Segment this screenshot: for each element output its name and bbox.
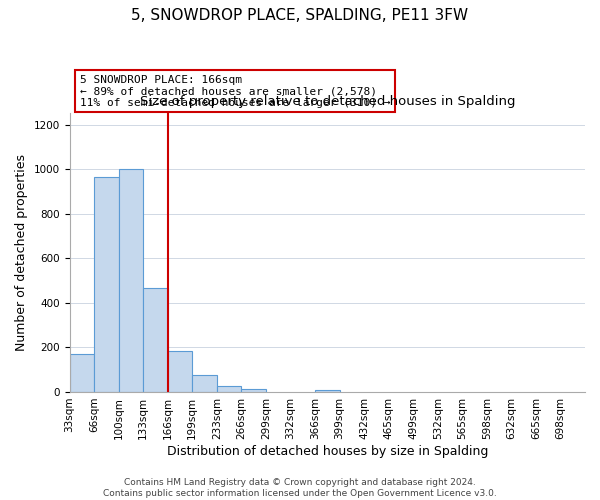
Y-axis label: Number of detached properties: Number of detached properties bbox=[15, 154, 28, 351]
Bar bbox=[143, 288, 168, 392]
Bar bbox=[217, 386, 241, 392]
Bar bbox=[119, 169, 143, 392]
Bar bbox=[70, 354, 94, 392]
X-axis label: Distribution of detached houses by size in Spalding: Distribution of detached houses by size … bbox=[167, 444, 488, 458]
Text: Contains HM Land Registry data © Crown copyright and database right 2024.
Contai: Contains HM Land Registry data © Crown c… bbox=[103, 478, 497, 498]
Text: 5, SNOWDROP PLACE, SPALDING, PE11 3FW: 5, SNOWDROP PLACE, SPALDING, PE11 3FW bbox=[131, 8, 469, 22]
Bar bbox=[192, 375, 217, 392]
Title: Size of property relative to detached houses in Spalding: Size of property relative to detached ho… bbox=[140, 95, 515, 108]
Bar bbox=[94, 177, 119, 392]
Text: 5 SNOWDROP PLACE: 166sqm
← 89% of detached houses are smaller (2,578)
11% of sem: 5 SNOWDROP PLACE: 166sqm ← 89% of detach… bbox=[80, 74, 391, 108]
Bar bbox=[241, 388, 266, 392]
Bar bbox=[168, 350, 192, 392]
Bar bbox=[315, 390, 340, 392]
